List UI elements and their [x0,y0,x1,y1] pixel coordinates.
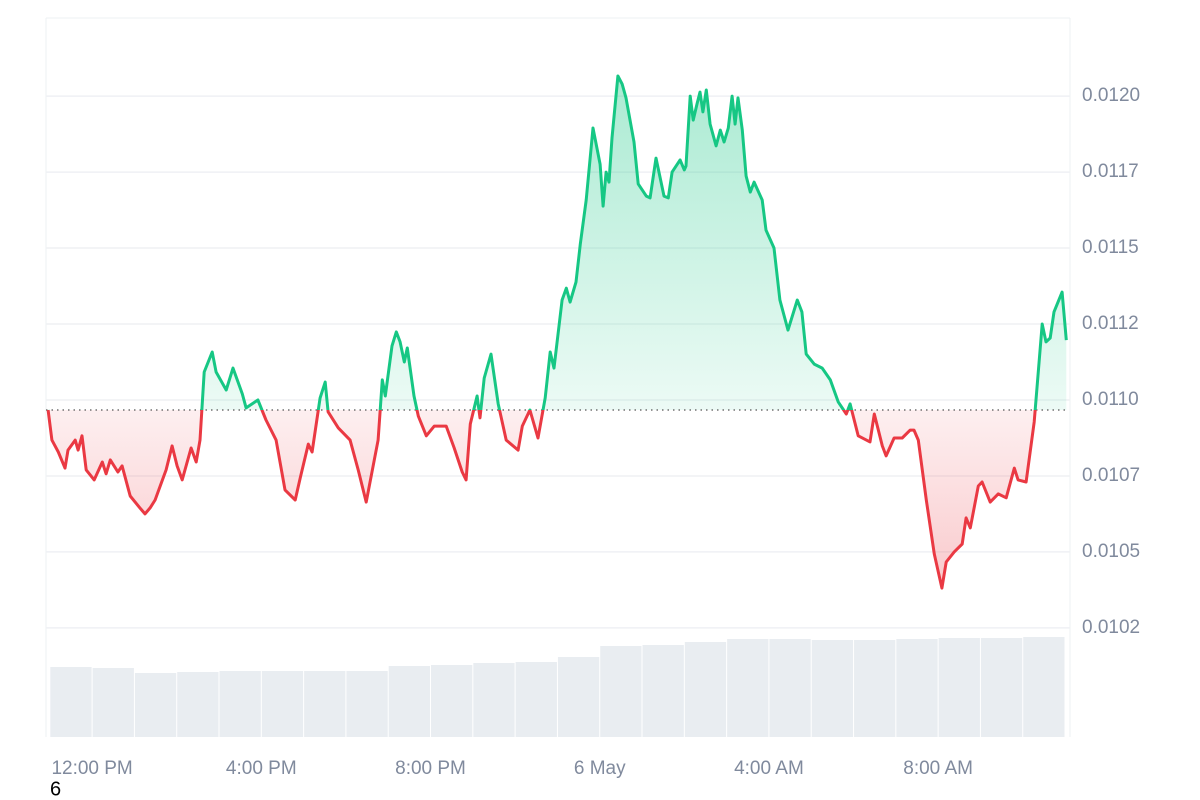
y-tick-label: 0.0120 [1082,85,1140,106]
volume-bar [854,640,896,737]
volume-bar [980,638,1023,737]
volume [50,637,1065,737]
x-tick-label: 4:00 PM [226,758,297,779]
x-tick-label: 8:00 AM [903,758,973,779]
y-tick-label: 0.0110 [1082,389,1139,410]
volume-bar [50,667,92,737]
volume-bar [684,642,727,737]
volume-bar [431,665,473,737]
volume-bar [219,671,261,737]
x-tick-label: 6 May [574,758,626,779]
volume-bar [473,663,515,737]
volume-bar [304,671,346,737]
y-tick-label: 0.0105 [1082,541,1140,562]
area-fill [48,76,1067,589]
y-tick-label: 0.0112 [1082,313,1139,334]
volume-bar [557,657,600,737]
x-tick-label: 12:00 PM [51,758,132,779]
y-tick-label: 0.0102 [1082,617,1140,638]
volume-bar [177,672,219,737]
annotation: 6 [50,778,61,800]
volume-bar [134,673,177,737]
x-tick-label: 8:00 PM [395,758,466,779]
labels: 0.0102 0.0105 0.0107 0.0110 0.0112 0.0115 0.01… [51,85,1140,779]
y-tick-label: 0.0107 [1082,465,1140,486]
price-line [46,74,1068,590]
volume-bar [388,666,431,737]
volume-bar [642,645,684,737]
volume-bar [346,671,388,737]
y-tick-label: 0.0117 [1082,161,1139,182]
volume-bar [261,671,304,737]
volume-bar [515,662,557,737]
volume-bar [769,639,811,737]
volume-bar [896,639,938,737]
volume-bar [92,668,134,737]
plot [46,74,1068,590]
volume-bar [938,638,980,737]
x-tick-label: 4:00 AM [734,758,804,779]
y-tick-label: 0.0115 [1082,237,1139,258]
volume-bar [727,639,769,737]
volume-bar [600,646,642,737]
volume-bar [811,640,854,737]
volume-bar [1023,637,1065,737]
